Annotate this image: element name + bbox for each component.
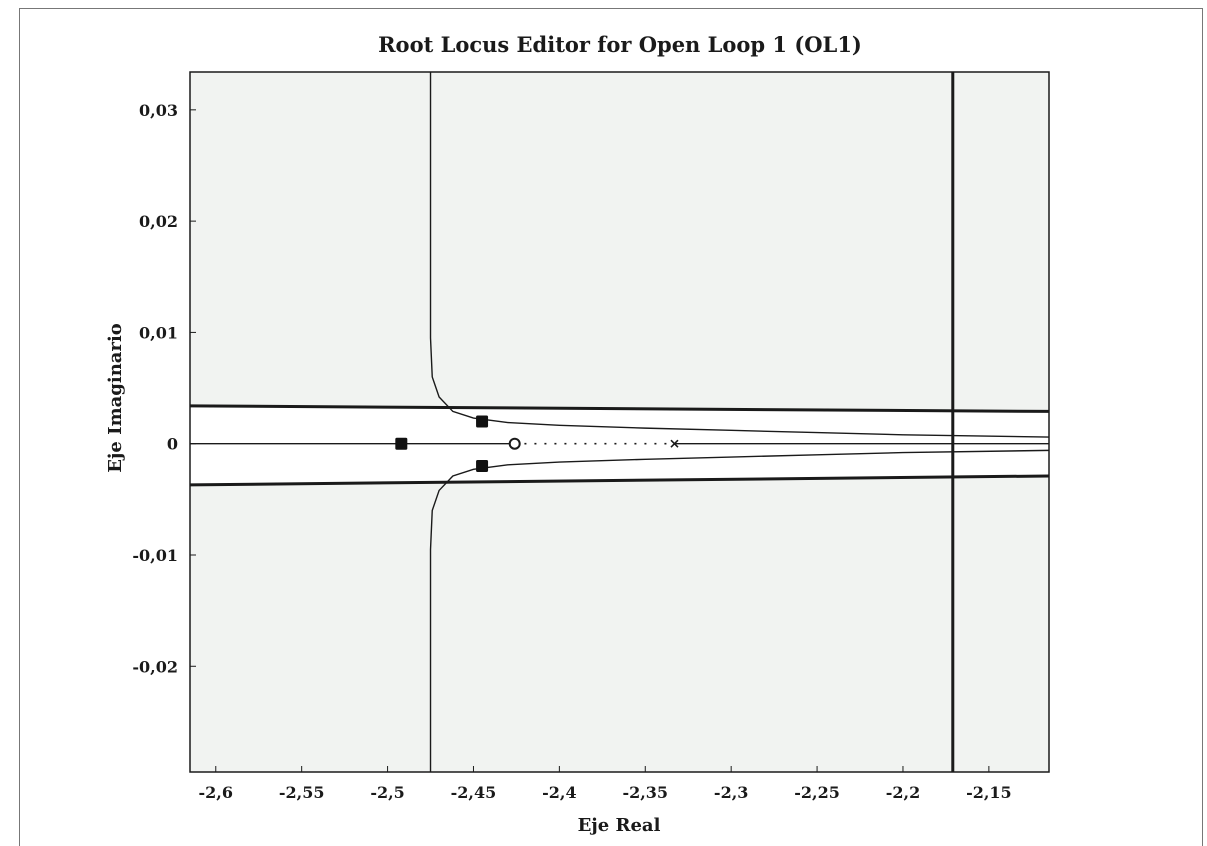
lower-constraint-line (190, 474, 1049, 487)
y-tick-label: -0,02 (132, 657, 178, 676)
x-tick-label: -2,35 (622, 783, 668, 802)
x-tick-label: -2,4 (542, 783, 576, 802)
x-tick-label: -2,3 (714, 783, 748, 802)
y-tick-label: -0,01 (132, 546, 178, 565)
y-tick-label: 0,03 (139, 101, 178, 120)
plot-border (189, 71, 1050, 773)
locus-branch-lower (429, 449, 1049, 772)
chart-title: Root Locus Editor for Open Loop 1 (OL1) (378, 32, 862, 57)
x-tick-label: -2,5 (370, 783, 404, 802)
upper-constraint-line (190, 404, 1049, 413)
y-axis-label: Eje Imaginario (105, 323, 126, 473)
open-loop-pole-marker (670, 439, 679, 448)
y-tick-label: 0 (167, 435, 178, 454)
x-axis-label: Eje Real (578, 815, 661, 836)
x-tick-label: -2,2 (886, 783, 920, 802)
y-tick-label: 0,02 (139, 212, 178, 231)
y-tick-label: 0,01 (139, 323, 178, 342)
x-tick-label: -2,55 (279, 783, 325, 802)
closed-loop-pole-marker (476, 415, 489, 428)
open-loop-pole-stroke (670, 439, 679, 448)
x-tick-label: -2,6 (199, 783, 233, 802)
zero-marker (508, 437, 521, 450)
closed-loop-pole-marker (476, 459, 489, 472)
x-tick-label: -2,25 (794, 783, 840, 802)
x-tick-label: -2,45 (451, 783, 497, 802)
figure-frame (19, 8, 1203, 846)
closed-loop-pole-marker (395, 437, 408, 450)
stable-region (190, 405, 1049, 485)
plot-marks (190, 72, 1049, 772)
x-tick-label: -2,15 (966, 783, 1012, 802)
locus-branch-upper (429, 72, 1049, 438)
axis-ticks: -2,6 -2,55 -2,5 -2,45 -2,4 -2,35 -2,3 -2,25 -2,2… (132, 101, 1011, 802)
